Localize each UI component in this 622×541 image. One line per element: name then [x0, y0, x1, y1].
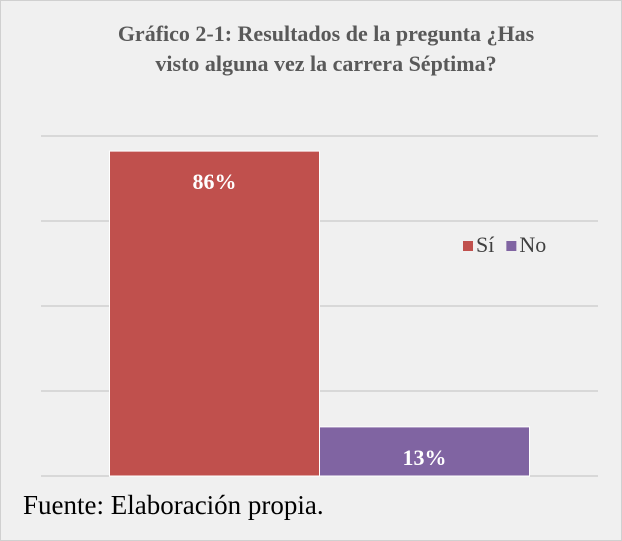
- chart-title: Gráfico 2-1: Resultados de la pregunta ¿…: [117, 21, 535, 76]
- legend-label: Sí: [476, 232, 494, 257]
- bar: [109, 150, 320, 477]
- data-label: 86%: [193, 169, 237, 194]
- source-note: Fuente: Elaboración propia.: [23, 490, 324, 520]
- bar: [319, 426, 530, 477]
- legend-label: No: [519, 232, 546, 257]
- legend-swatch: [463, 241, 473, 251]
- data-label: 13%: [403, 445, 447, 470]
- legend-swatch: [506, 241, 517, 251]
